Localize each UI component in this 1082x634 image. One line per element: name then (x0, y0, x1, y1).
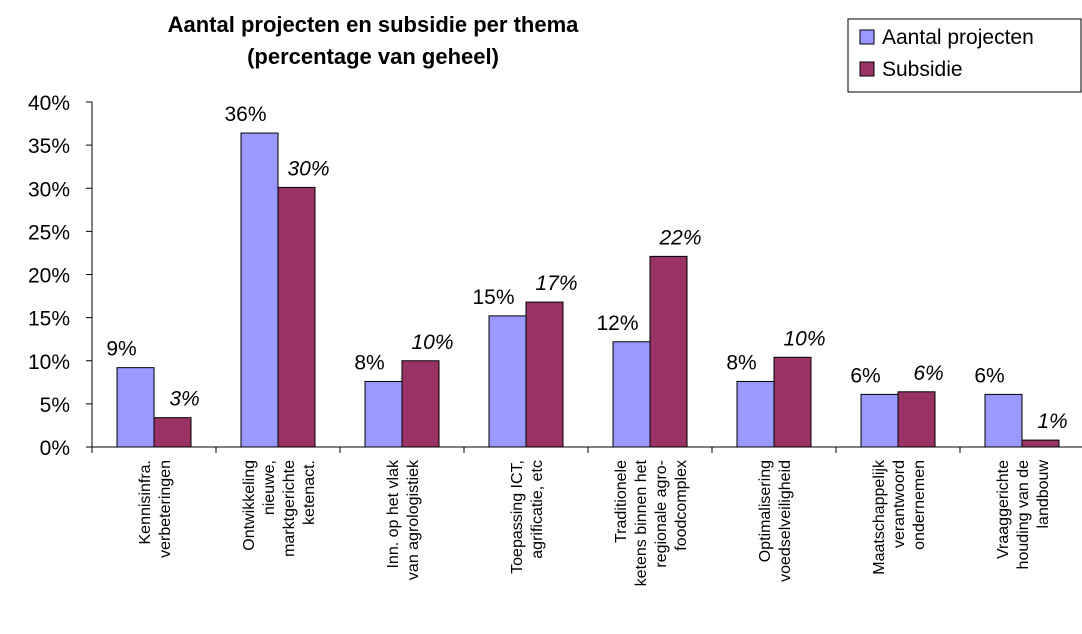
data-label: 8% (726, 351, 756, 374)
y-tick-label: 15% (28, 308, 70, 331)
y-tick-label: 0% (40, 437, 70, 460)
data-label: 15% (472, 286, 514, 309)
data-label: 3% (169, 388, 199, 411)
x-tick-label: voedselveiligheid (777, 460, 794, 582)
x-tick-label: Traditionele (613, 460, 630, 543)
x-tick-label: agrificatie, etc (529, 460, 546, 559)
data-label: 6% (850, 364, 880, 387)
data-label: 6% (913, 362, 943, 385)
x-tick-label: ketenact. (301, 460, 318, 525)
bar (488, 315, 527, 448)
y-tick-label: 25% (28, 221, 70, 244)
bar (525, 301, 564, 448)
legend-label: Subsidie (882, 58, 963, 81)
bar (401, 360, 440, 448)
data-label: 10% (411, 331, 453, 354)
bar (240, 132, 279, 448)
x-tick-label: ketens binnen het (633, 459, 650, 586)
x-tick-label: nieuwe, (261, 460, 278, 515)
x-tick-label: foodcomplex (673, 460, 690, 551)
data-label: 12% (596, 312, 638, 335)
x-tick-label: regionale agro- (653, 460, 670, 568)
bar (1021, 439, 1060, 448)
legend-swatch (859, 29, 875, 45)
x-tick-label: Inn. op het vlak (385, 459, 402, 569)
x-tick-label: ondernemen (911, 460, 928, 550)
bar (649, 255, 688, 448)
data-label: 1% (1037, 410, 1067, 433)
bar (364, 380, 403, 448)
x-tick-label: van agrologistiek (405, 459, 422, 580)
bar (897, 391, 936, 448)
y-tick-label: 35% (28, 135, 70, 158)
data-label: 6% (974, 364, 1004, 387)
legend-label: Aantal projecten (882, 26, 1034, 49)
legend-box (847, 18, 1082, 93)
y-tick-label: 10% (28, 351, 70, 374)
bar (736, 380, 775, 448)
data-label: 9% (106, 338, 136, 361)
data-label: 10% (783, 327, 825, 350)
x-tick-label: houding van de (1015, 460, 1032, 570)
chart-subtitle: (percentage van geheel) (247, 44, 499, 69)
bar (773, 356, 812, 448)
bar (116, 367, 155, 448)
data-label: 22% (658, 226, 701, 249)
y-tick-label: 20% (28, 265, 70, 288)
x-tick-label: verbeteringen (157, 460, 174, 558)
data-label: 8% (354, 351, 384, 374)
x-tick-label: landbouw (1035, 460, 1052, 529)
x-tick-label: Vraaggerichte (995, 460, 1012, 559)
x-tick-label: Toepassing ICT, (509, 460, 526, 574)
x-tick-label: verantwoord (891, 460, 908, 548)
bar (860, 393, 899, 448)
bar (153, 417, 192, 448)
y-tick-label: 30% (28, 178, 70, 201)
legend-swatch (859, 61, 875, 77)
x-tick-label: Kennisinfra. (137, 460, 154, 545)
data-label: 36% (224, 103, 266, 126)
bar (612, 341, 651, 448)
data-label: 30% (287, 157, 329, 180)
y-tick-label: 40% (28, 92, 70, 115)
x-tick-label: Maatschappelijk (871, 459, 888, 575)
x-tick-label: Ontwikkeling (241, 460, 258, 551)
y-tick-label: 5% (40, 394, 70, 417)
data-label: 17% (535, 272, 577, 295)
bar (984, 393, 1023, 448)
x-tick-label: marktgerichte (281, 460, 298, 557)
bar (277, 186, 316, 448)
x-tick-label: Optimalisering (757, 460, 774, 562)
chart-title: Aantal projecten en subsidie per thema (168, 12, 580, 37)
